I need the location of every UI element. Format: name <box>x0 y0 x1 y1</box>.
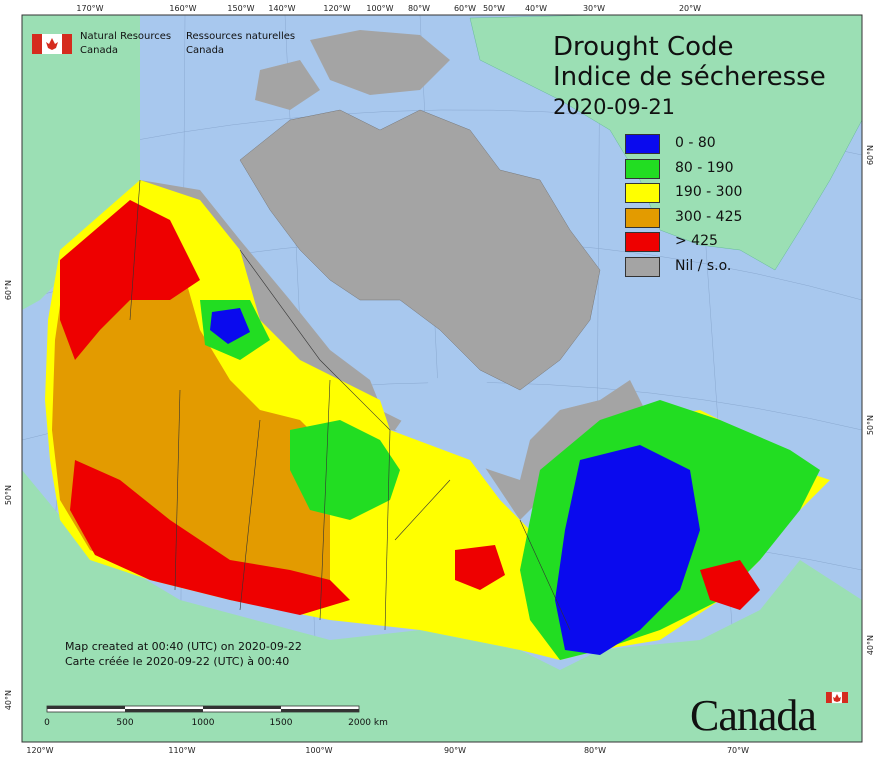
lon-tick: 110°W <box>168 746 196 755</box>
lon-tick: 60°W <box>453 4 477 13</box>
zone-0-80-quebec <box>555 445 700 655</box>
arctic-archipelago <box>239 109 601 391</box>
lon-tick: 50°W <box>482 4 506 13</box>
created-note-en: Map created at 00:40 (UTC) on 2020-09-22 <box>65 640 302 653</box>
lon-tick: 40°W <box>524 4 548 13</box>
wordmark-flag-icon <box>826 691 848 704</box>
legend-label: 300 - 425 <box>675 208 743 225</box>
arctic-island <box>255 60 320 110</box>
legend-label: 190 - 300 <box>675 184 743 200</box>
lat-tick: 50°N <box>4 485 13 506</box>
legend-swatch <box>625 207 660 228</box>
canada-flag-icon <box>32 34 72 54</box>
zone-0-80-north <box>210 308 250 344</box>
canada-wordmark: Canada <box>690 691 817 740</box>
hudson-bay <box>395 370 530 480</box>
lon-tick: 100°W <box>305 746 333 755</box>
map-title-fr: Indice de sécheresse <box>553 62 826 92</box>
lon-tick: 30°W <box>582 4 606 13</box>
lon-tick: 170°W <box>76 4 104 13</box>
scale-label: 0 <box>44 718 50 728</box>
legend-swatch <box>625 183 660 203</box>
zone-red-maritimes <box>700 560 760 610</box>
zone-80-190-prairie <box>290 420 400 520</box>
scale-bar <box>46 705 360 713</box>
lat-tick: 60°N <box>866 145 875 166</box>
lon-tick: 120°W <box>26 746 54 755</box>
lon-tick: 160°W <box>169 4 197 13</box>
zone-red-south <box>70 460 350 615</box>
legend-swatch <box>625 158 660 179</box>
ellesmere-island <box>310 30 450 95</box>
lon-tick: 100°W <box>366 4 394 13</box>
map-title-en: Drought Code <box>553 32 734 62</box>
lon-tick: 70°W <box>726 746 750 755</box>
legend-swatch <box>625 232 660 252</box>
drought-zones <box>45 180 830 660</box>
legend-swatch <box>625 256 660 277</box>
scale-label: 2000 km <box>348 718 388 728</box>
lat-tick: 40°N <box>866 635 875 656</box>
lat-tick: 60°N <box>4 280 13 301</box>
scale-label: 1500 <box>269 718 293 728</box>
legend-label: 0 - 80 <box>675 135 716 151</box>
legend-label: 80 - 190 <box>675 159 734 176</box>
scale-label: 500 <box>116 718 134 728</box>
legend-label: Nil / s.o. <box>675 257 732 274</box>
lat-tick: 40°N <box>4 690 13 711</box>
borders <box>129 179 571 631</box>
lon-tick: 150°W <box>227 4 255 13</box>
lon-tick: 120°W <box>323 4 351 13</box>
lon-tick: 90°W <box>443 746 467 755</box>
agency-name-fr: Ressources naturelles Canada <box>186 31 296 56</box>
alaska <box>22 15 140 310</box>
united-states <box>22 470 862 742</box>
lon-tick: 80°W <box>583 746 607 755</box>
lon-tick: 20°W <box>678 4 702 13</box>
legend-swatch <box>625 134 660 154</box>
agency-name-en: Natural Resources Canada <box>80 31 172 56</box>
scale-label: 1000 <box>191 718 215 728</box>
zone-red-ontario <box>455 545 505 590</box>
created-note-fr: Carte créée le 2020-09-22 (UTC) à 00:40 <box>65 655 290 668</box>
lon-tick: 140°W <box>268 4 296 13</box>
zone-red-north <box>60 200 200 360</box>
lon-tick: 80°W <box>407 4 431 13</box>
map-date: 2020-09-21 <box>553 95 676 119</box>
legend-label: > 425 <box>675 233 718 249</box>
map-border <box>21 14 863 743</box>
lat-tick: 50°N <box>866 415 875 436</box>
